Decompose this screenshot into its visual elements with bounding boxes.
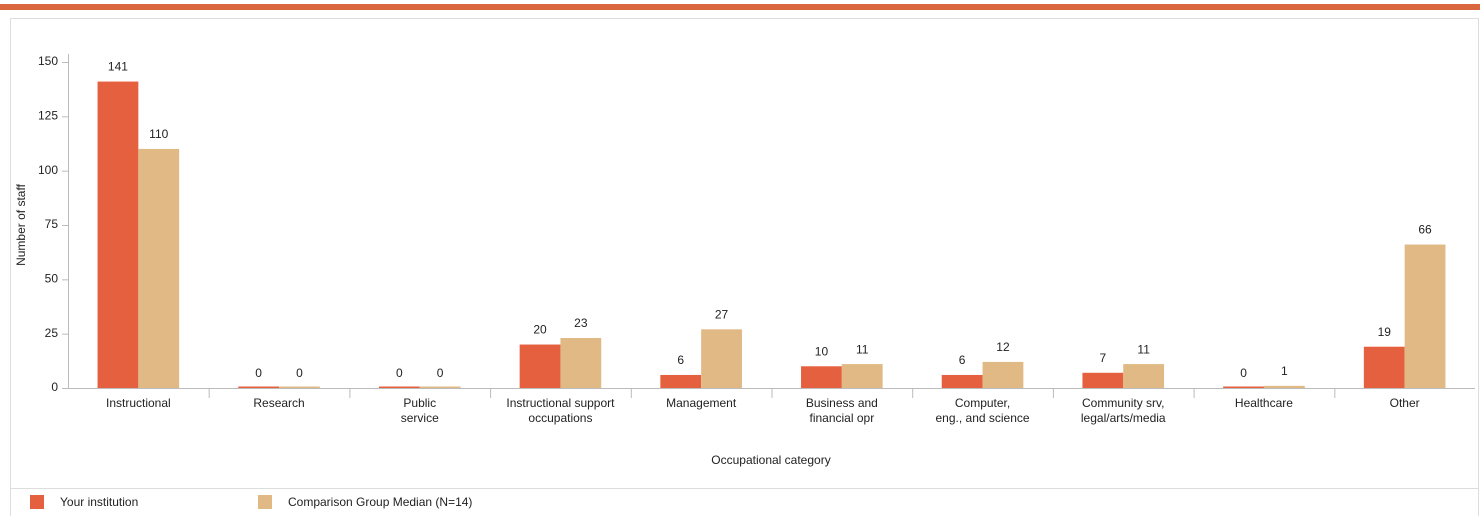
value-label: 0: [437, 366, 444, 380]
value-label: 0: [255, 366, 262, 380]
x-tick-label: Instructional support occupations: [506, 396, 615, 425]
x-axis-title: Occupational category: [711, 453, 830, 467]
value-label: 7: [1100, 351, 1107, 365]
bar: [1404, 244, 1446, 388]
value-label: 23: [574, 316, 588, 330]
value-label: 0: [1240, 366, 1247, 380]
x-tick-label: Public service: [401, 396, 439, 425]
value-label: 12: [996, 340, 1010, 354]
y-tick-label: 125: [38, 109, 58, 123]
legend-swatch: [30, 495, 44, 509]
value-label: 66: [1418, 223, 1432, 237]
x-tick-label: Business and financial opr: [806, 396, 878, 425]
value-label: 1: [1281, 364, 1288, 378]
value-label: 141: [108, 60, 128, 74]
bar: [701, 329, 742, 388]
bar: [519, 344, 561, 388]
y-tick-label: 75: [45, 217, 59, 231]
value-label: 27: [715, 307, 729, 321]
y-tick-label: 25: [45, 326, 59, 340]
x-tick-label: Other: [1390, 396, 1420, 410]
x-tick-label: Healthcare: [1235, 396, 1293, 410]
value-label: 11: [1137, 342, 1150, 356]
y-tick-label: 100: [38, 163, 58, 177]
y-tick-label: 0: [51, 380, 58, 394]
x-tick-label: Management: [666, 396, 737, 410]
value-label: 0: [396, 366, 403, 380]
bar: [1123, 364, 1165, 388]
value-label: 19: [1378, 325, 1392, 339]
top-stripe: [0, 4, 1480, 10]
bar: [1082, 372, 1124, 388]
bar: [97, 81, 139, 388]
x-tick-label: Research: [253, 396, 304, 410]
value-label: 6: [959, 353, 966, 367]
x-tick-label: Community srv, legal/arts/media: [1081, 396, 1166, 425]
value-label: 10: [815, 344, 829, 358]
x-tick-label: Instructional: [106, 396, 171, 410]
panel: [10, 18, 1479, 521]
bar: [1263, 385, 1305, 388]
value-label: 20: [533, 323, 547, 337]
bar: [841, 364, 883, 388]
legend-label: Comparison Group Median (N=14): [288, 495, 472, 509]
bar: [138, 148, 180, 388]
bar: [1363, 346, 1405, 388]
value-label: 110: [149, 127, 168, 141]
y-tick-label: 150: [38, 54, 58, 68]
bar: [560, 338, 602, 388]
bar: [941, 374, 983, 388]
value-label: 11: [856, 342, 869, 356]
y-axis-title: Number of staff: [14, 183, 28, 265]
legend-label: Your institution: [60, 495, 138, 509]
bar: [982, 361, 1024, 388]
bar: [238, 386, 280, 388]
bar: [419, 386, 461, 388]
bar: [660, 374, 702, 388]
x-tick-label: Computer, eng., and science: [936, 396, 1030, 425]
value-label: 0: [296, 366, 303, 380]
bar: [279, 386, 320, 388]
bar: [1223, 386, 1264, 388]
value-label: 6: [677, 353, 684, 367]
legend-swatch: [258, 495, 272, 509]
bar: [378, 386, 420, 388]
y-tick-label: 50: [45, 272, 59, 286]
bar: [801, 366, 842, 388]
